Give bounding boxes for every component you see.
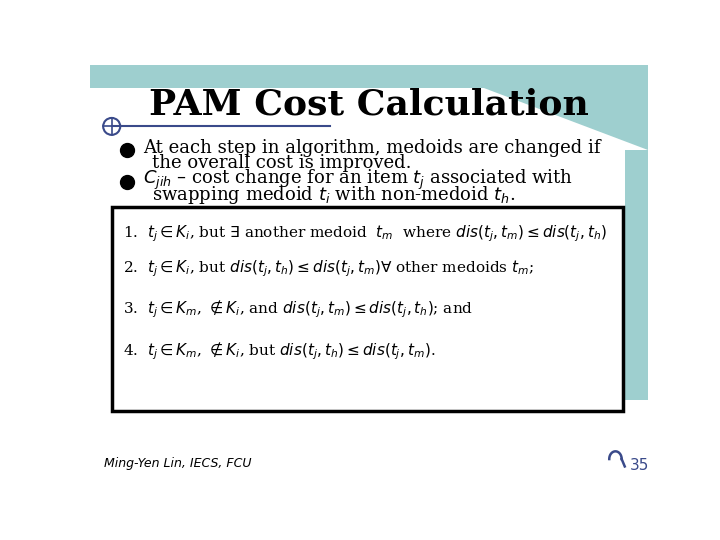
Text: the overall cost is improved.: the overall cost is improved. [152,153,412,172]
Text: 1.  $t_j \in K_i$, but $\exists$ another medoid  $t_m$  where $dis(t_j, t_m) \le: 1. $t_j \in K_i$, but $\exists$ another … [122,224,606,245]
FancyBboxPatch shape [112,207,624,411]
Text: swapping medoid $t_i$ with non-medoid $t_h$.: swapping medoid $t_i$ with non-medoid $t… [152,184,516,206]
Text: $C_{jih}$ – cost change for an item $t_j$ associated with: $C_{jih}$ – cost change for an item $t_j… [143,168,572,192]
Text: 35: 35 [629,458,649,472]
Text: 3.  $t_j \in K_m$, $\notin K_i$, and $dis(t_j, t_m) \leq dis(t_j, t_h)$; and: 3. $t_j \in K_m$, $\notin K_i$, and $dis… [122,299,473,320]
Polygon shape [423,65,648,150]
Text: Ming-Yen Lin, IECS, FCU: Ming-Yen Lin, IECS, FCU [104,457,251,470]
Text: PAM Cost Calculation: PAM Cost Calculation [149,88,589,122]
Polygon shape [90,65,648,88]
Text: 2.  $t_j \in K_i$, but $dis(t_j, t_h) \leq dis(t_j, t_m)\forall$ other medoids $: 2. $t_j \in K_i$, but $dis(t_j, t_h) \le… [122,259,534,279]
Text: 4.  $t_j \in K_m$, $\notin K_i$, but $dis(t_j, t_h) \leq dis(t_j, t_m)$.: 4. $t_j \in K_m$, $\notin K_i$, but $dis… [122,340,435,362]
Polygon shape [625,150,648,400]
Text: At each step in algorithm, medoids are changed if: At each step in algorithm, medoids are c… [143,139,600,157]
